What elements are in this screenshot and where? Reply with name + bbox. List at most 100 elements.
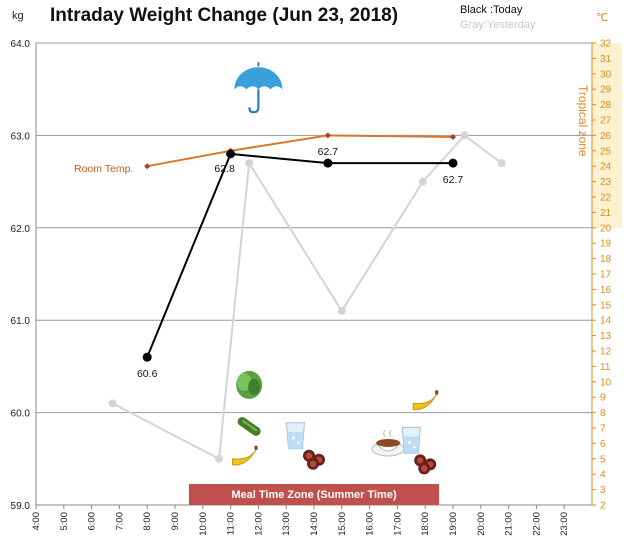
y-right-tick-label: 7 — [600, 424, 606, 435]
y-right-tick-label: 2 — [600, 501, 606, 512]
meal-time-zone: Meal Time Zone (Summer Time) — [188, 484, 440, 505]
x-tick-label: 16:00 — [365, 512, 376, 536]
yesterday-point — [497, 159, 506, 168]
y-right-tick-label: 30 — [600, 69, 612, 80]
y-right-tick-label: 3 — [600, 485, 606, 496]
lettuce-leaf — [248, 378, 261, 395]
y-right-tick-label: 23 — [600, 177, 612, 188]
y-right-tick-label: 17 — [600, 270, 612, 281]
today-data-label: 62.8 — [214, 163, 235, 175]
banana-body — [232, 448, 257, 466]
food-icons — [232, 62, 439, 475]
room-temp-label: Room Temp. — [74, 163, 133, 175]
x-tick-label: 10:00 — [198, 512, 209, 536]
yesterday-point — [245, 159, 254, 168]
y-right-tick-label: 5 — [600, 454, 606, 465]
y-right-tick-label: 29 — [600, 85, 612, 96]
y-right-tick-label: 10 — [600, 377, 612, 388]
room-temp-point — [450, 133, 456, 140]
sausage-slice-inner — [417, 457, 424, 464]
x-tick-label: 4:00 — [31, 512, 42, 531]
today-point — [142, 352, 152, 362]
room-temp-line — [147, 134, 454, 168]
y-right-tick-label: 21 — [600, 208, 612, 219]
room-temp-point — [324, 132, 331, 139]
banana-icon — [412, 390, 439, 411]
x-tick-label: 7:00 — [114, 512, 125, 531]
meal-zone-label: Meal Time Zone (Summer Time) — [231, 489, 397, 501]
glass-bubble — [407, 440, 411, 444]
axes: 59.060.061.062.063.064.02345678910111213… — [11, 39, 612, 536]
y-left-tick-label: 59.0 — [11, 501, 31, 512]
banana-body — [412, 393, 438, 411]
y-right-tick-label: 25 — [600, 146, 612, 157]
today-line — [146, 152, 453, 358]
yesterday-point — [215, 454, 224, 463]
yesterday-point — [418, 177, 427, 186]
y-right-tick-label: 19 — [600, 239, 612, 250]
banana-stem — [254, 445, 258, 450]
tropical-zone-band: Tropical zone — [576, 43, 622, 228]
cucumber-highlight — [242, 420, 258, 432]
y-right-tick-label: 15 — [600, 300, 612, 311]
y-left-tick-label: 60.0 — [11, 409, 31, 420]
today-data-label: 62.7 — [318, 146, 339, 158]
banana-stem — [435, 390, 439, 395]
bowl-soup — [376, 438, 401, 447]
x-tick-label: 20:00 — [476, 512, 487, 536]
today-data-label: 62.7 — [443, 174, 464, 186]
y-right-tick-label: 20 — [600, 223, 612, 234]
x-tick-label: 21:00 — [504, 512, 515, 536]
y-right-tick-label: 27 — [600, 116, 612, 127]
x-tick-label: 19:00 — [448, 512, 459, 536]
glass-water — [287, 431, 304, 449]
x-tick-label: 6:00 — [87, 512, 98, 531]
water-glass-icon — [401, 426, 421, 454]
x-tick-label: 15:00 — [337, 512, 348, 536]
x-tick-label: 17:00 — [392, 512, 403, 536]
glass-bubble — [413, 446, 416, 449]
soup-bowl-icon — [371, 429, 405, 457]
water-glass-icon — [285, 422, 306, 450]
banana-icon — [232, 445, 258, 466]
x-tick-label: 12:00 — [253, 512, 264, 536]
y-right-tick-label: 4 — [600, 470, 606, 481]
chart-title: Intraday Weight Change (Jun 23, 2018) — [50, 5, 398, 26]
legend-today: Black :Today — [460, 4, 523, 16]
y-left-tick-label: 63.0 — [11, 131, 31, 142]
y-left-tick-label: 61.0 — [11, 316, 31, 327]
y-right-tick-label: 13 — [600, 331, 612, 342]
glass-water — [403, 436, 420, 454]
y-left-tick-label: 64.0 — [11, 39, 31, 50]
series: 60.6 62.8 62.7 62.7 — [108, 131, 506, 463]
x-tick-label: 13:00 — [281, 512, 292, 536]
y-left-unit: kg — [12, 10, 24, 22]
y-right-tick-label: 24 — [600, 162, 612, 173]
umbrella-canopy — [234, 67, 283, 90]
y-right-tick-label: 18 — [600, 254, 612, 265]
yesterday-point — [108, 399, 117, 408]
glass-bubble — [291, 436, 295, 440]
y-right-tick-label: 32 — [600, 39, 612, 50]
y-right-unit: ℃ — [596, 12, 608, 24]
tropical-zone-rect — [592, 43, 622, 228]
today-data-label: 60.6 — [137, 368, 158, 380]
y-right-tick-label: 28 — [600, 100, 612, 111]
y-right-tick-label: 9 — [600, 393, 606, 404]
x-tick-label: 8:00 — [142, 512, 153, 531]
y-right-tick-label: 12 — [600, 347, 612, 358]
today-point — [448, 158, 458, 168]
sausage-slice-inner — [305, 452, 313, 459]
cucumber-icon — [237, 417, 261, 436]
x-tick-label: 14:00 — [309, 512, 320, 536]
glass-bubble — [297, 441, 300, 444]
x-tick-label: 18:00 — [420, 512, 431, 536]
y-right-tick-label: 8 — [600, 408, 606, 419]
y-right-tick-label: 22 — [600, 193, 612, 204]
x-tick-label: 23:00 — [559, 512, 570, 536]
yesterday-point — [337, 306, 346, 315]
x-tick-label: 5:00 — [59, 512, 70, 531]
lettuce-leaf — [237, 372, 252, 391]
bowl-steam — [383, 429, 392, 438]
